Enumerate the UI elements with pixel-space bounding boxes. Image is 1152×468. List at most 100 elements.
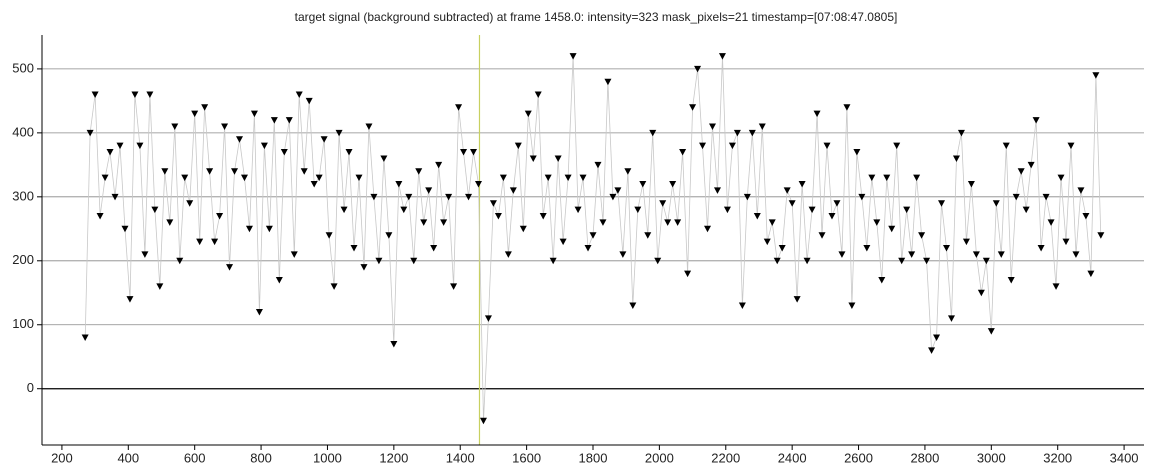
point <box>544 174 552 182</box>
point <box>479 417 487 425</box>
point <box>176 257 184 265</box>
x-tick-label: 3000 <box>977 450 1006 465</box>
x-tick-label: 2000 <box>645 450 674 465</box>
point <box>913 174 921 182</box>
point <box>350 244 358 252</box>
point <box>708 123 716 130</box>
point <box>265 225 273 233</box>
point <box>235 136 243 143</box>
point <box>300 168 308 175</box>
point <box>1002 142 1010 150</box>
point <box>569 53 577 60</box>
point <box>574 206 582 214</box>
point <box>465 193 473 201</box>
point <box>629 302 637 310</box>
point <box>474 181 482 188</box>
point <box>564 174 572 182</box>
grid <box>42 68 1144 390</box>
x-tick-label: 3200 <box>1043 450 1072 465</box>
point <box>733 129 741 137</box>
chart-title: target signal (background subtracted) at… <box>295 10 898 24</box>
point <box>619 251 627 258</box>
point <box>962 238 970 246</box>
point <box>529 155 537 162</box>
point <box>380 155 388 162</box>
point <box>664 219 672 226</box>
point <box>1092 72 1100 79</box>
point <box>519 225 527 233</box>
y-tick-label: 300 <box>12 188 34 203</box>
point <box>967 181 975 188</box>
point <box>604 78 612 86</box>
point <box>161 168 169 175</box>
point <box>101 174 109 182</box>
plot <box>81 35 1105 445</box>
point <box>828 213 836 220</box>
point <box>694 65 702 73</box>
point <box>509 187 517 194</box>
x-tick-label: 800 <box>250 450 272 465</box>
point <box>992 200 1000 207</box>
point <box>624 168 632 175</box>
point <box>290 251 298 258</box>
x-tick-label: 3400 <box>1110 450 1139 465</box>
point <box>240 174 248 182</box>
point <box>310 181 318 188</box>
point <box>504 251 512 258</box>
point <box>818 232 826 239</box>
point <box>659 200 667 207</box>
point <box>549 257 557 265</box>
point <box>345 149 353 156</box>
point <box>285 117 293 124</box>
point <box>952 155 960 162</box>
point <box>1057 174 1065 182</box>
point <box>315 174 323 182</box>
point <box>1032 117 1040 124</box>
point <box>888 225 896 233</box>
point <box>430 244 438 252</box>
point <box>858 193 866 201</box>
point <box>390 340 398 348</box>
point <box>534 91 542 98</box>
point <box>773 257 781 265</box>
point <box>803 257 811 265</box>
point <box>445 193 453 201</box>
point <box>589 232 597 239</box>
point <box>250 110 258 118</box>
point <box>146 91 154 98</box>
y-tick-label: 500 <box>12 60 34 75</box>
point <box>425 187 433 194</box>
y-tick-label: 400 <box>12 124 34 139</box>
point <box>798 181 806 188</box>
point <box>559 238 567 246</box>
point <box>156 283 164 290</box>
point <box>305 97 313 105</box>
point <box>778 244 786 252</box>
point <box>768 219 776 226</box>
point <box>599 219 607 226</box>
point <box>878 276 886 284</box>
point <box>355 174 363 182</box>
point <box>106 149 114 156</box>
x-tick-label: 1200 <box>379 450 408 465</box>
point <box>435 161 443 169</box>
point <box>186 200 194 207</box>
point <box>634 206 642 214</box>
point <box>918 232 926 239</box>
x-tick-label: 1600 <box>512 450 541 465</box>
point <box>121 225 129 233</box>
point <box>654 257 662 265</box>
point <box>375 257 383 265</box>
point <box>788 200 796 207</box>
point <box>96 213 104 220</box>
point <box>1077 187 1085 194</box>
point <box>221 123 229 130</box>
x-tick-label: 200 <box>51 450 73 465</box>
point <box>395 181 403 188</box>
point <box>450 283 458 290</box>
point <box>151 206 159 214</box>
point <box>270 117 278 124</box>
point <box>903 206 911 214</box>
point <box>440 219 448 226</box>
